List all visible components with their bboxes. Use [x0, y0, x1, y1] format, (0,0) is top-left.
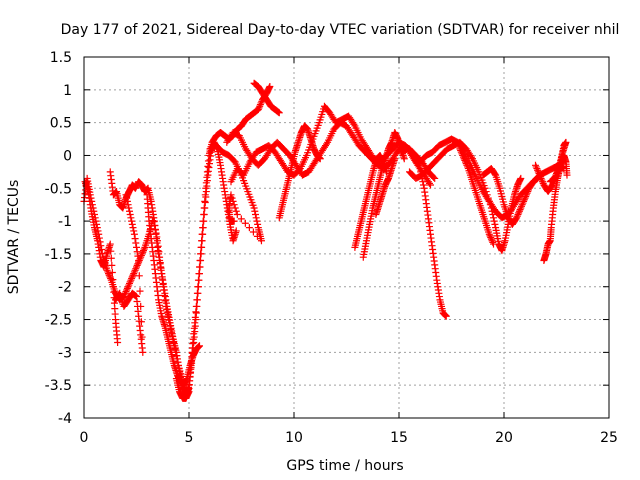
- x-tick-label: 20: [495, 430, 513, 446]
- data-point: [490, 214, 497, 221]
- data-point: [234, 211, 241, 218]
- data-points: [81, 80, 571, 402]
- data-point: [201, 211, 208, 218]
- data-point: [197, 264, 204, 271]
- y-tick-label: -4: [58, 411, 72, 427]
- data-point: [231, 201, 238, 208]
- data-point: [199, 237, 206, 244]
- y-tick-label: -3.5: [45, 378, 72, 394]
- data-point: [253, 214, 260, 221]
- data-point: [420, 181, 427, 188]
- data-point: [128, 218, 135, 225]
- y-axis-title: SDTVAR / TECUs: [6, 180, 22, 295]
- data-point: [233, 208, 240, 215]
- data-point: [125, 204, 132, 211]
- y-tick-label: -1: [58, 214, 72, 230]
- data-point: [127, 214, 134, 221]
- data-point: [130, 227, 137, 234]
- data-point: [132, 239, 139, 246]
- data-point: [197, 257, 204, 264]
- data-point: [401, 155, 408, 162]
- data-point: [195, 283, 202, 290]
- data-point: [200, 224, 207, 231]
- y-tick-label: 0.5: [50, 116, 72, 132]
- data-point: [129, 221, 136, 228]
- y-tick-label: -2: [58, 280, 72, 296]
- x-tick-label: 0: [80, 430, 89, 446]
- y-tick-label: -3: [58, 345, 72, 361]
- data-point: [233, 227, 240, 234]
- data-point: [137, 288, 144, 295]
- data-point: [242, 220, 249, 227]
- data-point: [251, 208, 258, 215]
- data-point: [198, 244, 205, 251]
- y-tick-label: 1.5: [50, 50, 72, 66]
- data-point: [200, 218, 207, 225]
- data-point: [194, 290, 201, 297]
- chart-title: Day 177 of 2021, Sidereal Day-to-day VTE…: [61, 22, 620, 38]
- data-point: [193, 303, 200, 310]
- data-point: [193, 309, 200, 316]
- data-point: [130, 224, 137, 231]
- data-point: [114, 339, 121, 346]
- data-point: [238, 215, 245, 222]
- data-point: [139, 349, 146, 356]
- data-point: [194, 296, 201, 303]
- x-tick-label: 15: [390, 430, 408, 446]
- x-tick-label: 10: [285, 430, 303, 446]
- data-point: [196, 270, 203, 277]
- x-tick-label: 5: [185, 430, 194, 446]
- data-point: [254, 221, 261, 228]
- plot-frame: [84, 57, 609, 418]
- grid: [84, 57, 609, 418]
- y-tick-label: -1.5: [45, 247, 72, 263]
- data-point: [246, 224, 253, 231]
- data-point: [126, 208, 133, 215]
- data-point: [198, 250, 205, 257]
- y-tick-label: 0: [63, 148, 72, 164]
- data-point: [491, 218, 498, 225]
- y-tick-label: -0.5: [45, 181, 72, 197]
- data-point: [253, 218, 260, 225]
- axis-ticks: 0 5 10 15 20 25 -4 -3.5 -3 -2.5 -2 -1.5 -1 -0.5 0 0.5 1 1…: [45, 50, 618, 446]
- data-point: [131, 231, 138, 238]
- y-tick-label: 1: [63, 83, 72, 99]
- data-point: [132, 235, 139, 242]
- data-point: [107, 241, 114, 248]
- data-point: [195, 277, 202, 284]
- x-tick-label: 25: [600, 430, 618, 446]
- y-tick-label: -2.5: [45, 313, 72, 329]
- data-point: [491, 221, 498, 228]
- data-point: [127, 211, 134, 218]
- data-point: [133, 244, 140, 251]
- x-axis-title: GPS time / hours: [286, 458, 403, 474]
- data-point: [252, 211, 259, 218]
- data-point: [199, 231, 206, 238]
